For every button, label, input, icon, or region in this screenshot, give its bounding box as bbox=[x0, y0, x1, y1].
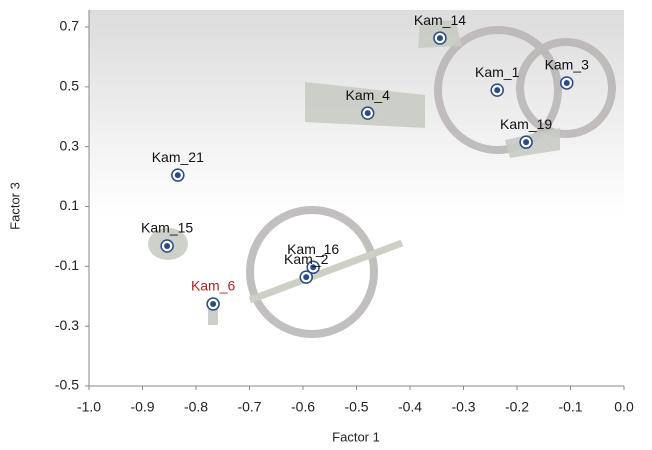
point-label: Kam_21 bbox=[152, 149, 204, 165]
x-tick-label: -0.5 bbox=[344, 399, 368, 415]
plot-background bbox=[89, 10, 624, 386]
y-tick-label: 0.7 bbox=[60, 18, 80, 34]
x-tick-label: -0.2 bbox=[505, 399, 529, 415]
x-tick-label: -0.6 bbox=[291, 399, 315, 415]
artifact-images bbox=[246, 26, 616, 338]
x-tick-label: 0.0 bbox=[614, 399, 634, 415]
x-tick-label: -0.7 bbox=[237, 399, 261, 415]
y-tick-label: -0.5 bbox=[55, 377, 79, 393]
point bbox=[563, 79, 570, 86]
point bbox=[364, 110, 371, 117]
point bbox=[174, 172, 181, 179]
point bbox=[494, 87, 501, 94]
point bbox=[210, 301, 217, 308]
y-tick-label: 0.5 bbox=[60, 78, 80, 94]
y-tick-label: -0.1 bbox=[55, 257, 79, 273]
x-tick-label: -0.8 bbox=[184, 399, 208, 415]
point-label: Kam_4 bbox=[346, 87, 391, 103]
point-label: Kam_14 bbox=[414, 12, 466, 28]
point bbox=[303, 274, 310, 281]
point bbox=[436, 35, 443, 42]
point-label: Kam_6 bbox=[191, 278, 236, 294]
x-tick-label: -0.4 bbox=[398, 399, 422, 415]
x-tick-label: -0.1 bbox=[558, 399, 582, 415]
y-tick-label: -0.3 bbox=[55, 317, 79, 333]
point bbox=[164, 242, 171, 249]
y-axis-title: Factor 3 bbox=[7, 182, 22, 230]
y-tick-label: 0.3 bbox=[60, 137, 80, 153]
point-label: Kam_3 bbox=[545, 57, 590, 73]
point-label: Kam_19 bbox=[500, 116, 552, 132]
point-label: Kam_1 bbox=[475, 64, 520, 80]
point bbox=[523, 139, 530, 146]
point-label: Kam_15 bbox=[141, 220, 193, 236]
point-label: Kam_16 bbox=[287, 241, 339, 257]
x-axis-title: Factor 1 bbox=[332, 429, 380, 444]
y-tick-label: 0.1 bbox=[60, 197, 80, 213]
x-tick-label: -0.9 bbox=[130, 399, 154, 415]
x-tick-label: -1.0 bbox=[77, 399, 101, 415]
x-tick-label: -0.3 bbox=[451, 399, 475, 415]
point-label: Kam_2 bbox=[284, 251, 329, 267]
point bbox=[310, 264, 317, 271]
